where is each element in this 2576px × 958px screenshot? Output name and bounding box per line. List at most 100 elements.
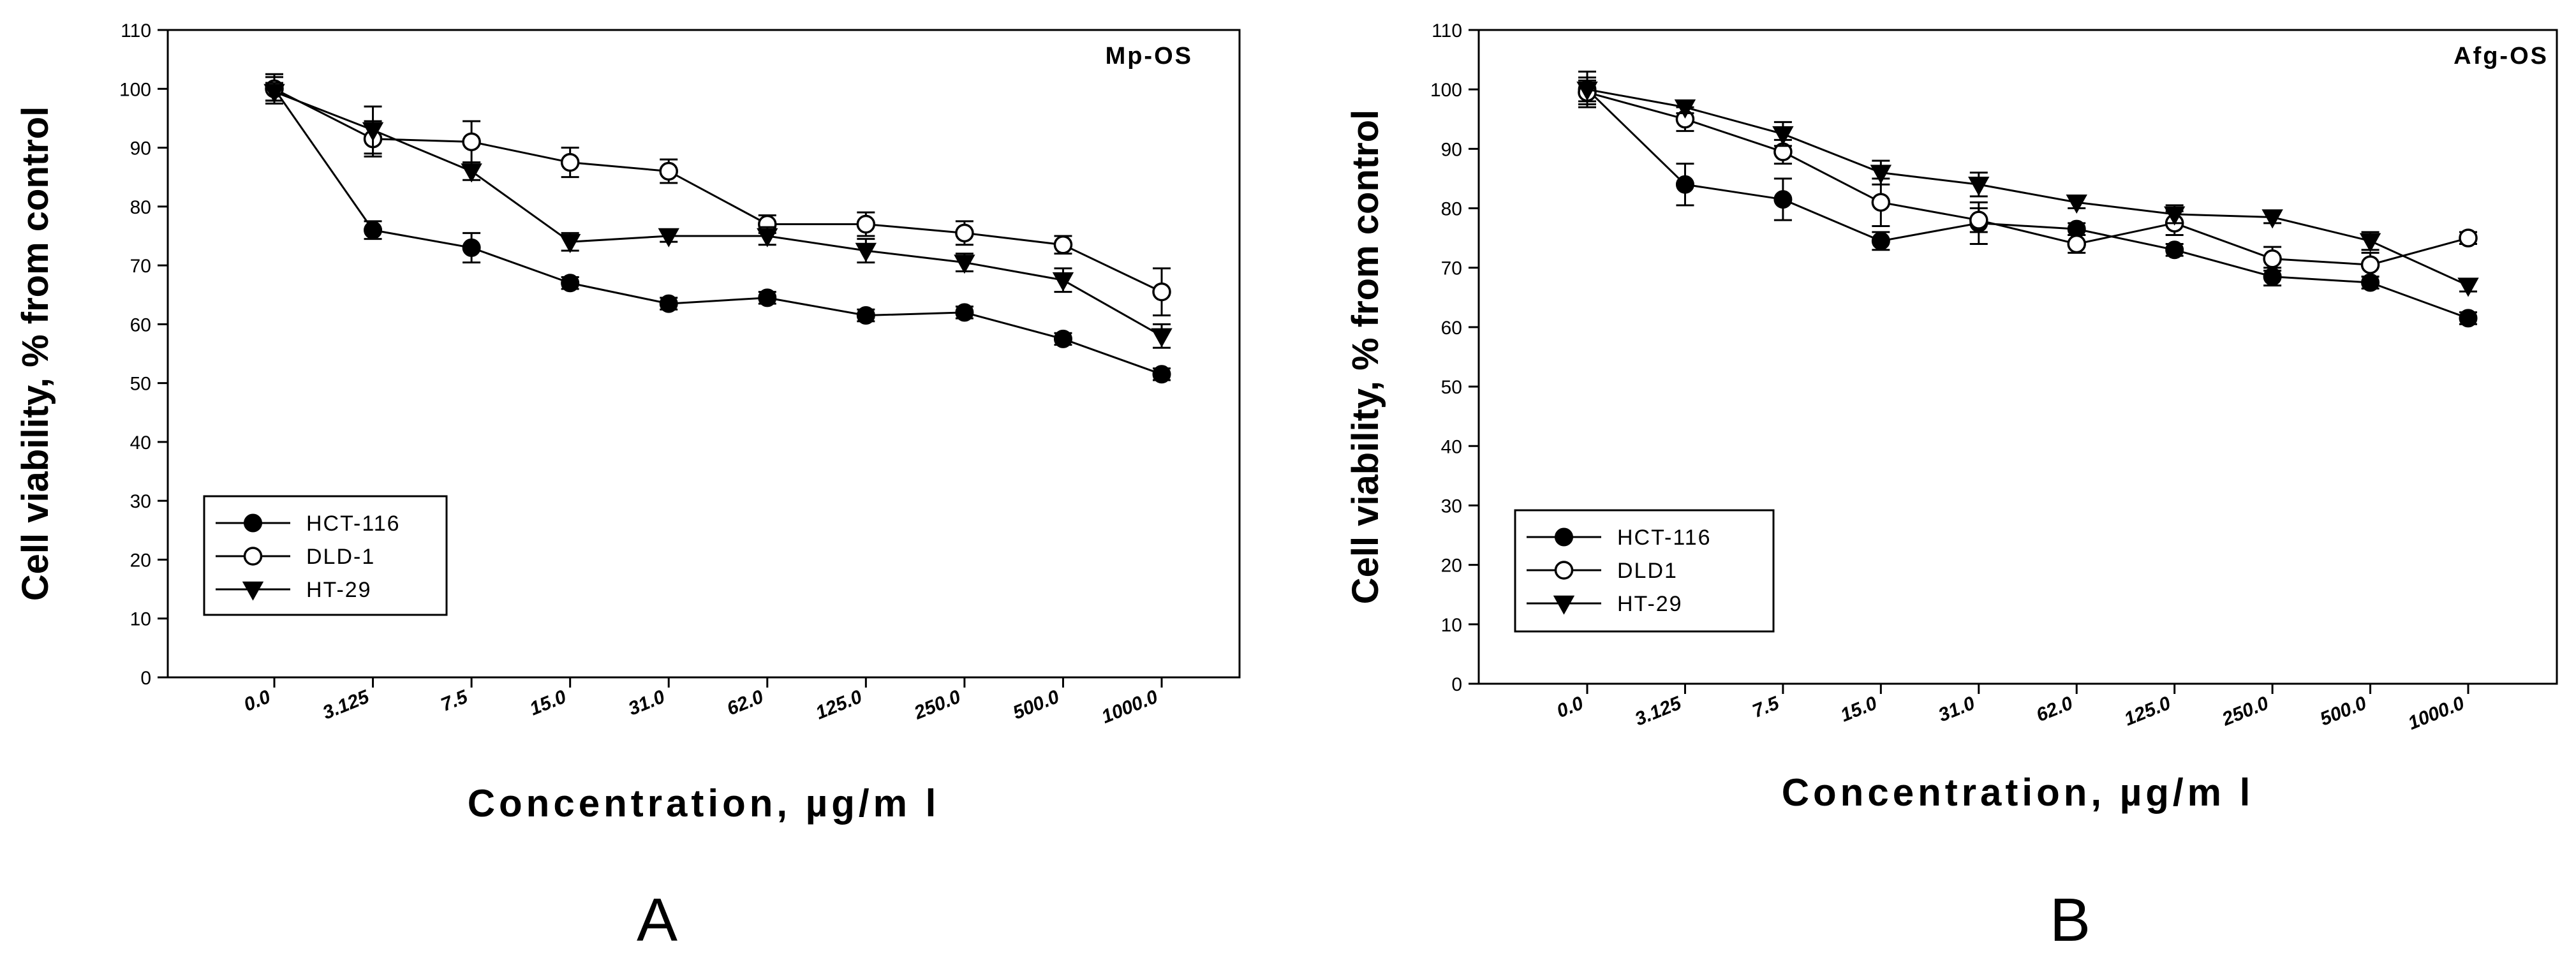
legend-marker [242, 581, 264, 601]
data-point [1053, 329, 1072, 348]
y-axis-title: Cell viability, % from control [1345, 110, 1386, 605]
series-dld1 [1578, 79, 2478, 278]
data-point [1773, 190, 1793, 209]
data-point [2067, 234, 2086, 254]
data-point [2459, 309, 2478, 328]
plot-frame [167, 29, 1241, 679]
plot-frame [1477, 29, 2558, 685]
data-point [1968, 177, 1990, 196]
data-point [561, 274, 580, 293]
data-point [1053, 235, 1073, 254]
y-tick-label: 0 [1451, 674, 1462, 695]
chart-title: Afg-OS [2454, 43, 2549, 70]
series-hct-116 [1578, 77, 2478, 328]
data-point [955, 303, 974, 322]
x-tick-label: 500.0 [2317, 693, 2369, 730]
series-line [1587, 88, 2469, 287]
series-line [1586, 89, 2469, 320]
x-tick-label: 62.0 [724, 686, 767, 720]
data-point [1969, 210, 1988, 230]
data-point [2359, 233, 2381, 253]
x-tick-label: 125.0 [2121, 693, 2173, 730]
data-point [1152, 365, 1171, 384]
series-ht-29 [263, 82, 1173, 349]
series-line [274, 87, 1162, 293]
data-point [1576, 81, 1598, 101]
y-tick-label: 0 [140, 668, 151, 689]
series-ht-29 [1576, 70, 2479, 297]
data-point [1871, 232, 1890, 251]
x-tick-label: 1000.0 [1099, 686, 1161, 728]
data-point [462, 238, 481, 257]
data-point [263, 84, 285, 103]
data-point [955, 223, 974, 243]
y-tick-label: 30 [1441, 496, 1462, 517]
data-point [855, 242, 877, 262]
data-point [757, 228, 778, 247]
x-tick-label: 15.0 [1837, 693, 1880, 726]
y-tick-label: 80 [130, 197, 151, 218]
y-tick-label: 10 [130, 609, 151, 630]
y-tick-label: 50 [1441, 377, 1462, 398]
y-tick-label: 110 [1432, 20, 1462, 41]
legend-marker [1554, 561, 1574, 580]
data-point [659, 294, 678, 313]
y-tick-label: 60 [1441, 318, 1462, 339]
data-point [461, 163, 482, 183]
data-point [659, 161, 678, 181]
data-point [2261, 209, 2283, 229]
y-tick-label: 100 [1430, 80, 1462, 101]
legend-label: DLD-1 [306, 545, 375, 569]
y-tick-label: 10 [1441, 615, 1462, 636]
legend-label: HT-29 [1617, 592, 1683, 616]
y-tick-label: 40 [130, 432, 151, 453]
x-tick-label: 7.5 [1749, 692, 1782, 722]
y-tick-label: 110 [121, 20, 151, 41]
x-tick-label: 31.0 [1936, 693, 1978, 726]
x-axis-title: Concentration, µg/m l [468, 782, 940, 825]
series-line [1587, 91, 2469, 266]
x-tick-label: 15.0 [527, 686, 570, 720]
data-point [2459, 228, 2478, 247]
series-hct-116 [265, 76, 1171, 384]
series-line [274, 91, 1162, 337]
data-point [2360, 255, 2380, 274]
data-point [2163, 206, 2186, 226]
legend-box [203, 495, 448, 616]
data-point [1871, 193, 1891, 212]
data-point [362, 122, 384, 142]
data-point [364, 221, 383, 240]
data-point [2066, 194, 2087, 214]
legend-marker [1553, 595, 1575, 615]
legend-label: DLD1 [1617, 559, 1678, 583]
y-tick-label: 90 [130, 138, 151, 159]
legend: HCT-116 DLD1 HT-29 [1514, 509, 1775, 633]
x-tick-label: 31.0 [625, 686, 668, 720]
y-tick-label: 50 [130, 374, 151, 395]
y-tick-label: 60 [130, 314, 151, 335]
x-tick-label: 0.0 [1554, 693, 1587, 722]
legend-label: HCT-116 [1617, 526, 1712, 550]
data-point [1052, 272, 1074, 291]
y-tick-label: 40 [1441, 436, 1462, 457]
panel-letter: B [2050, 886, 2091, 954]
y-tick-label: 100 [119, 79, 151, 100]
legend-label: HCT-116 [306, 512, 401, 536]
data-point [2457, 277, 2479, 297]
x-tick-label: 250.0 [2219, 693, 2272, 730]
legend-marker [244, 513, 262, 533]
data-point [462, 132, 481, 152]
data-point [2165, 240, 2184, 260]
data-point [1152, 282, 1171, 302]
x-tick-label: 1000.0 [2405, 693, 2468, 734]
x-tick-label: 125.0 [813, 686, 865, 724]
x-tick-label: 62.0 [2033, 693, 2076, 726]
y-tick-label: 70 [130, 256, 151, 277]
data-point [856, 306, 875, 325]
data-point [559, 233, 581, 253]
data-point [1772, 126, 1794, 145]
data-point [658, 228, 679, 247]
x-tick-label: 3.125 [320, 686, 373, 723]
series-line [273, 88, 1162, 376]
